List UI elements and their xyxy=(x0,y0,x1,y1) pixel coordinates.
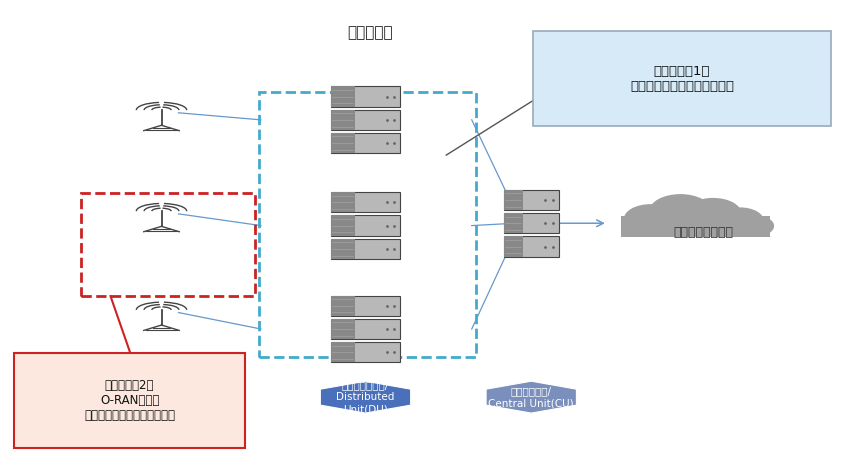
FancyBboxPatch shape xyxy=(331,110,400,130)
Text: コアネットワーク: コアネットワーク xyxy=(674,226,734,239)
Text: 無線信号処理部/
Distributed
Unit(DU): 無線信号処理部/ Distributed Unit(DU) xyxy=(337,380,394,414)
Circle shape xyxy=(735,215,774,237)
Text: 無線装置/
Radio Unit(RU): 無線装置/ Radio Unit(RU) xyxy=(123,386,200,408)
FancyBboxPatch shape xyxy=(331,86,355,107)
FancyBboxPatch shape xyxy=(533,31,831,126)
Circle shape xyxy=(685,198,741,229)
Polygon shape xyxy=(486,381,576,413)
FancyBboxPatch shape xyxy=(331,133,400,153)
FancyBboxPatch shape xyxy=(331,239,400,259)
FancyBboxPatch shape xyxy=(331,86,400,107)
FancyBboxPatch shape xyxy=(331,319,355,339)
FancyBboxPatch shape xyxy=(331,192,355,212)
FancyBboxPatch shape xyxy=(331,296,400,316)
FancyBboxPatch shape xyxy=(503,213,559,234)
FancyBboxPatch shape xyxy=(331,342,400,362)
Text: 基地局設備: 基地局設備 xyxy=(347,25,393,40)
Text: 【実証実験1】
基地局仮想化の実用性の検証: 【実証実験1】 基地局仮想化の実用性の検証 xyxy=(630,65,734,93)
Circle shape xyxy=(716,207,763,234)
FancyBboxPatch shape xyxy=(503,190,559,210)
FancyBboxPatch shape xyxy=(331,296,355,316)
Bar xyxy=(259,92,476,357)
Text: データ処理部/
Central Unit(CU): データ処理部/ Central Unit(CU) xyxy=(489,386,574,408)
Polygon shape xyxy=(320,381,411,413)
FancyBboxPatch shape xyxy=(331,192,400,212)
FancyBboxPatch shape xyxy=(331,215,400,236)
FancyBboxPatch shape xyxy=(331,110,355,130)
FancyBboxPatch shape xyxy=(331,133,355,153)
Bar xyxy=(81,193,255,296)
FancyBboxPatch shape xyxy=(14,353,245,448)
Circle shape xyxy=(649,194,711,228)
FancyBboxPatch shape xyxy=(503,236,523,257)
FancyBboxPatch shape xyxy=(331,342,355,362)
FancyBboxPatch shape xyxy=(331,239,355,259)
FancyBboxPatch shape xyxy=(331,319,400,339)
FancyBboxPatch shape xyxy=(503,213,523,234)
Circle shape xyxy=(624,204,677,234)
FancyBboxPatch shape xyxy=(503,190,523,210)
FancyBboxPatch shape xyxy=(503,236,559,257)
FancyBboxPatch shape xyxy=(620,216,769,237)
Polygon shape xyxy=(116,381,207,413)
Text: 【実証実験2】
O-RAN準拠の
マルチベンダー接続性の検証: 【実証実験2】 O-RAN準拠の マルチベンダー接続性の検証 xyxy=(84,379,175,422)
FancyBboxPatch shape xyxy=(331,215,355,236)
